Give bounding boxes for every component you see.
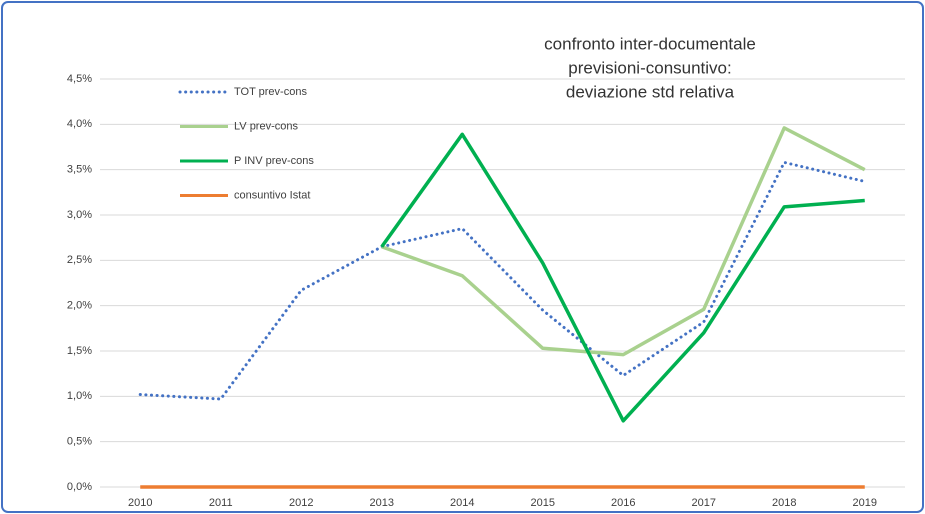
- series-line: [138, 160, 867, 401]
- x-tick-label: 2015: [531, 497, 555, 509]
- y-tick-label: 1,5%: [67, 345, 92, 357]
- x-tick-label: 2017: [692, 497, 716, 509]
- series-line: [380, 132, 865, 423]
- y-tick-label: 3,0%: [67, 209, 92, 221]
- x-tick-label: 2018: [772, 497, 796, 509]
- chart-title: confronto inter-documentale: [544, 34, 756, 53]
- y-tick-label: 0,0%: [67, 481, 92, 493]
- y-tick-label: 3,5%: [67, 164, 92, 176]
- x-tick-label: 2011: [209, 497, 233, 509]
- x-tick-label: 2019: [853, 497, 877, 509]
- chart-title: deviazione std relativa: [566, 82, 735, 101]
- legend-label: consuntivo Istat: [234, 189, 310, 201]
- x-tick-label: 2010: [128, 497, 152, 509]
- y-tick-label: 2,5%: [67, 254, 92, 266]
- y-tick-label: 1,0%: [67, 390, 92, 402]
- legend-label: TOT prev-cons: [234, 86, 307, 98]
- chart-title: previsioni-consuntivo:: [568, 58, 731, 77]
- legend-label: LV prev-cons: [234, 120, 298, 132]
- x-tick-label: 2013: [370, 497, 394, 509]
- y-tick-label: 2,0%: [67, 300, 92, 312]
- series-line: [381, 126, 866, 357]
- x-tick-label: 2012: [289, 497, 313, 509]
- y-tick-label: 4,5%: [67, 73, 92, 85]
- y-tick-label: 0,5%: [67, 436, 92, 448]
- y-tick-label: 4,0%: [67, 118, 92, 130]
- legend-label: P INV prev-cons: [234, 155, 314, 167]
- x-tick-label: 2014: [450, 497, 474, 509]
- x-tick-label: 2016: [611, 497, 635, 509]
